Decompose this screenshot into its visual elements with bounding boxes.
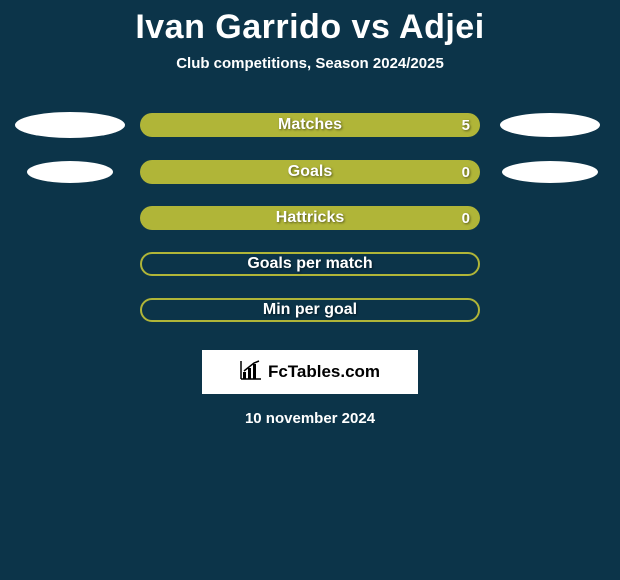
stat-label: Goals per match	[247, 255, 372, 273]
bar-chart-icon	[240, 360, 262, 385]
stat-row: Goals per match	[0, 252, 620, 276]
stat-row: Hattricks 0	[0, 206, 620, 230]
stat-label: Goals	[288, 163, 332, 181]
logo-box: FcTables.com	[202, 350, 418, 394]
stat-row: Matches 5	[0, 112, 620, 138]
decorative-ellipse	[502, 161, 598, 183]
stat-label: Matches	[278, 116, 342, 134]
page-title: Ivan Garrido vs Adjei	[135, 8, 484, 47]
stat-value: 0	[462, 210, 470, 227]
stat-bar: Goals per match	[140, 252, 480, 276]
stat-bar: Matches 5	[140, 113, 480, 137]
stat-bar: Goals 0	[140, 160, 480, 184]
page-root: Ivan Garrido vs Adjei Club competitions,…	[0, 0, 620, 580]
left-spacer	[0, 112, 140, 138]
decorative-ellipse	[500, 113, 600, 137]
decorative-ellipse	[15, 112, 125, 138]
right-spacer	[480, 113, 620, 137]
logo-text: FcTables.com	[268, 362, 380, 382]
stat-row: Goals 0	[0, 160, 620, 184]
stat-row: Min per goal	[0, 298, 620, 322]
decorative-ellipse	[27, 161, 113, 183]
stat-label: Min per goal	[263, 301, 357, 319]
stat-value: 0	[462, 164, 470, 181]
stat-bar: Min per goal	[140, 298, 480, 322]
chart-area: Matches 5 Goals 0 Hattricks 0 Goals per match M…	[0, 112, 620, 344]
left-spacer	[0, 161, 140, 183]
date-text: 10 november 2024	[245, 410, 375, 427]
stat-bar: Hattricks 0	[140, 206, 480, 230]
right-spacer	[480, 161, 620, 183]
stat-value: 5	[462, 117, 470, 134]
stat-label: Hattricks	[276, 209, 344, 227]
page-subtitle: Club competitions, Season 2024/2025	[176, 55, 444, 72]
